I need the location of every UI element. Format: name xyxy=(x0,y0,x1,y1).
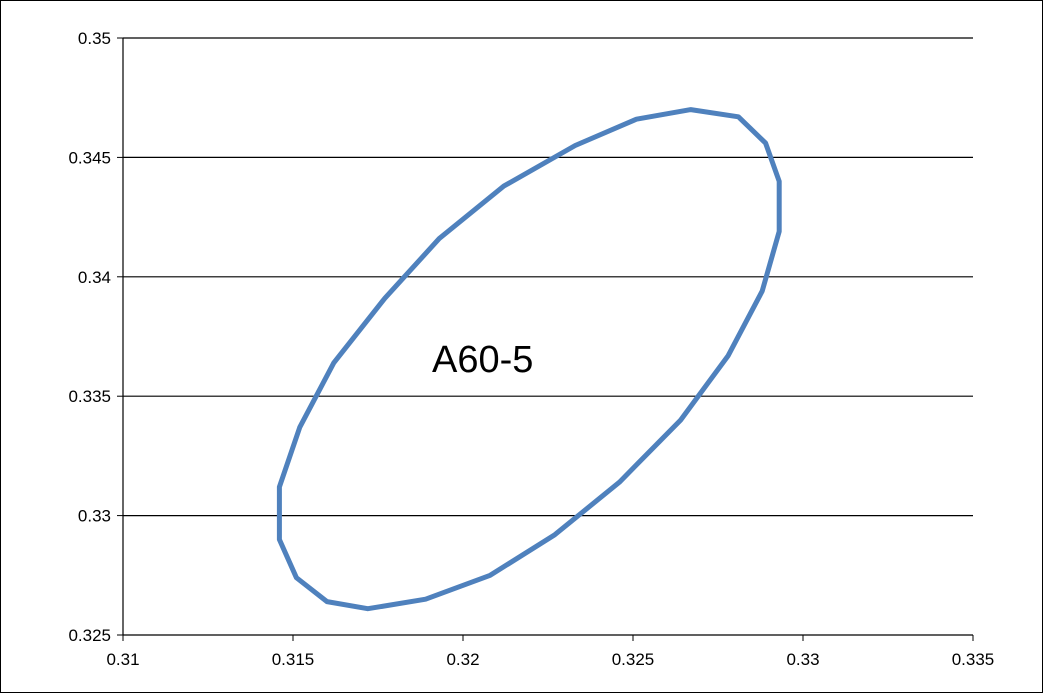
y-tick-label: 0.335 xyxy=(68,387,111,406)
y-tick-label: 0.345 xyxy=(68,148,111,167)
gridlines xyxy=(123,37,973,517)
x-tick-label: 0.31 xyxy=(106,650,139,669)
y-tick-label: 0.35 xyxy=(78,29,111,48)
x-tick-label: 0.325 xyxy=(612,650,655,669)
x-tick-label: 0.315 xyxy=(272,650,315,669)
series-line xyxy=(276,107,782,612)
y-tick-label: 0.33 xyxy=(78,507,111,526)
axes: 0.325 0.33 0.335 0.34 0.345 0.35 0.31 0.315 0.32… xyxy=(68,29,994,669)
x-tick-label: 0.32 xyxy=(446,650,479,669)
y-tick-label: 0.325 xyxy=(68,626,111,645)
x-tick-label: 0.33 xyxy=(786,650,819,669)
x-tick-label: 0.335 xyxy=(952,650,995,669)
annotation-label: A60-5 xyxy=(432,339,533,381)
y-tick-label: 0.34 xyxy=(78,268,111,287)
series-layer xyxy=(276,107,782,612)
